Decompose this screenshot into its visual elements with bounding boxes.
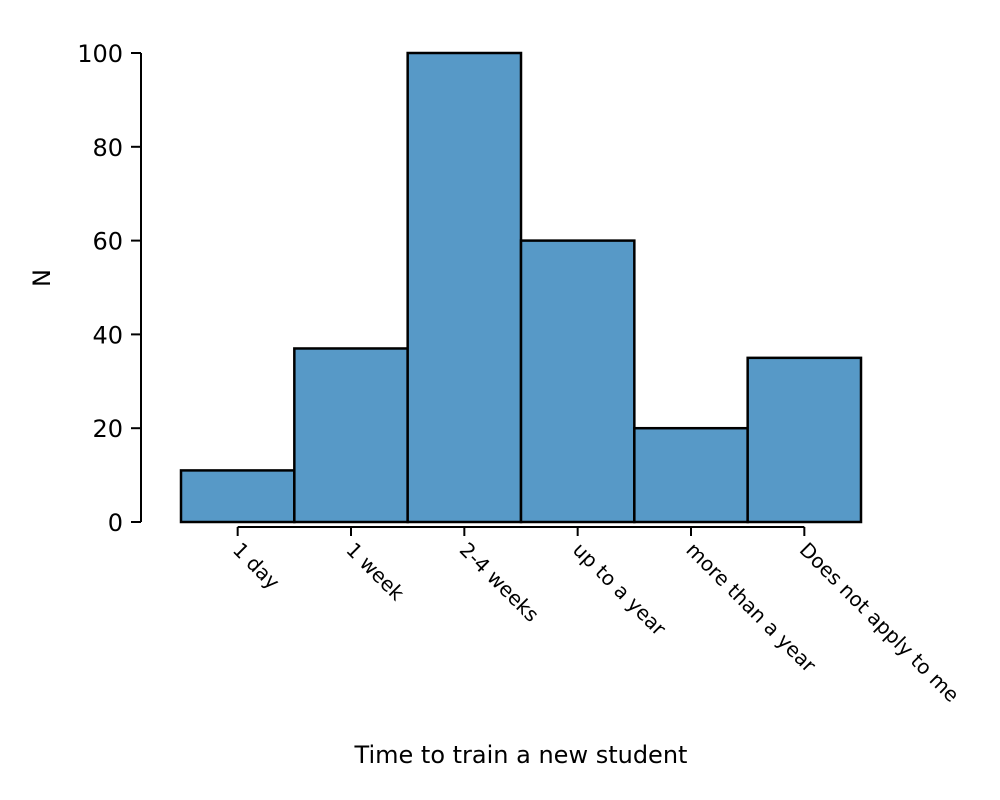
y-tick-label: 20 — [92, 415, 123, 443]
y-tick-label: 60 — [92, 228, 123, 256]
bars-group — [179, 51, 863, 524]
x-tick-label: 1 week — [341, 538, 409, 606]
x-tick-label: 2-4 weeks — [455, 538, 544, 627]
y-tick-label: 100 — [77, 40, 123, 68]
bar-2 — [406, 51, 523, 524]
bar-1 — [293, 347, 409, 524]
y-tick-label: 80 — [92, 134, 123, 162]
x-tick-label: Does not apply to me — [795, 538, 964, 707]
bar-5 — [746, 356, 863, 524]
bar-3 — [519, 239, 636, 524]
bar-4 — [633, 426, 749, 524]
y-tick-label: 40 — [92, 321, 123, 349]
x-axis: 1 day 1 week 2-4 weeks up to a year more tha… — [228, 526, 964, 707]
x-axis-label: Time to train a new student — [354, 741, 688, 769]
bar-0 — [179, 469, 296, 524]
x-tick-label: 1 day — [228, 538, 285, 595]
x-tick-label: up to a year — [568, 538, 671, 641]
y-axis-label: N — [28, 269, 56, 287]
y-tick-label: 0 — [108, 509, 123, 537]
y-axis: 0 20 40 60 80 100 — [77, 40, 142, 537]
